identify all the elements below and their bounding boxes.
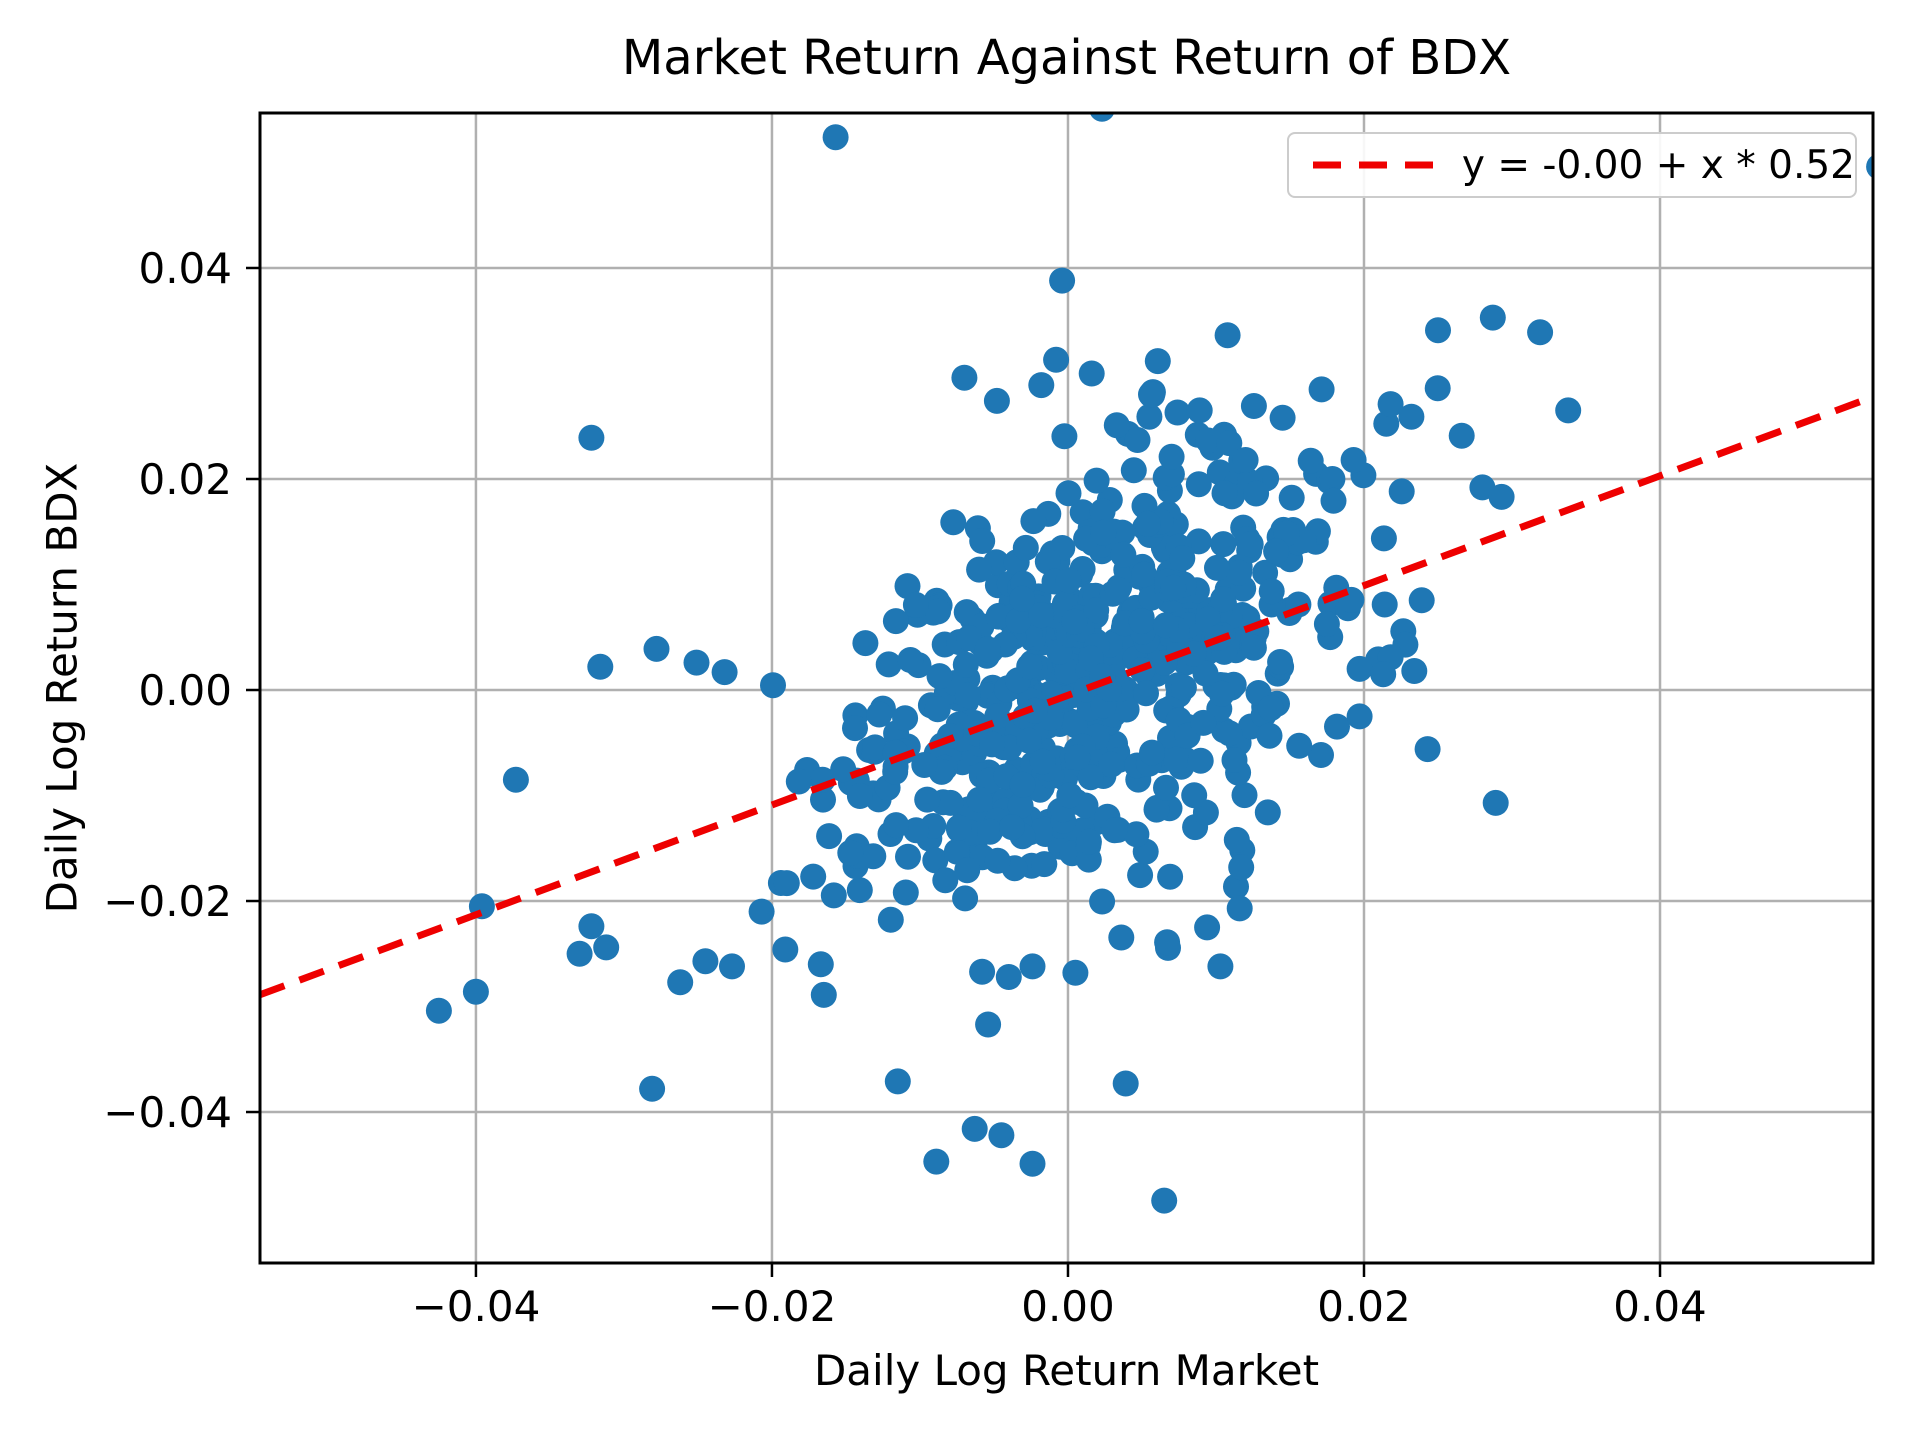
y-axis-label: Daily Log Return BDX — [37, 462, 87, 914]
y-tick-labels: −0.04 −0.02 0.00 0.02 0.04 — [103, 244, 232, 1137]
svg-text:0.04: 0.04 — [138, 244, 232, 293]
x-axis-label: Daily Log Return Market — [813, 1346, 1320, 1395]
svg-text:−0.04: −0.04 — [412, 1282, 541, 1331]
chart-title: Market Return Against Return of BDX — [621, 30, 1512, 86]
svg-text:0.00: 0.00 — [1021, 1282, 1115, 1331]
data-points — [425, 113, 1873, 1214]
svg-text:0.02: 0.02 — [1317, 1282, 1411, 1331]
svg-text:0.00: 0.00 — [138, 666, 232, 715]
svg-text:−0.02: −0.02 — [103, 877, 232, 926]
legend-label: y = -0.00 + x * 0.52 — [1461, 142, 1855, 188]
grid-lines — [260, 113, 1873, 1263]
x-tick-marks — [474, 1263, 1662, 1277]
legend: y = -0.00 + x * 0.52 — [1287, 132, 1857, 198]
plot-border — [258, 111, 1875, 1265]
svg-text:−0.04: −0.04 — [103, 1088, 232, 1137]
regression-line — [260, 393, 1873, 999]
svg-text:−0.02: −0.02 — [708, 1282, 837, 1331]
x-tick-labels: −0.04 −0.02 0.00 0.02 0.04 — [412, 1282, 1707, 1331]
svg-text:0.04: 0.04 — [1613, 1282, 1707, 1331]
svg-text:0.02: 0.02 — [138, 455, 232, 504]
legend-dash-sample-icon — [1313, 161, 1440, 169]
y-tick-marks — [246, 266, 260, 1114]
